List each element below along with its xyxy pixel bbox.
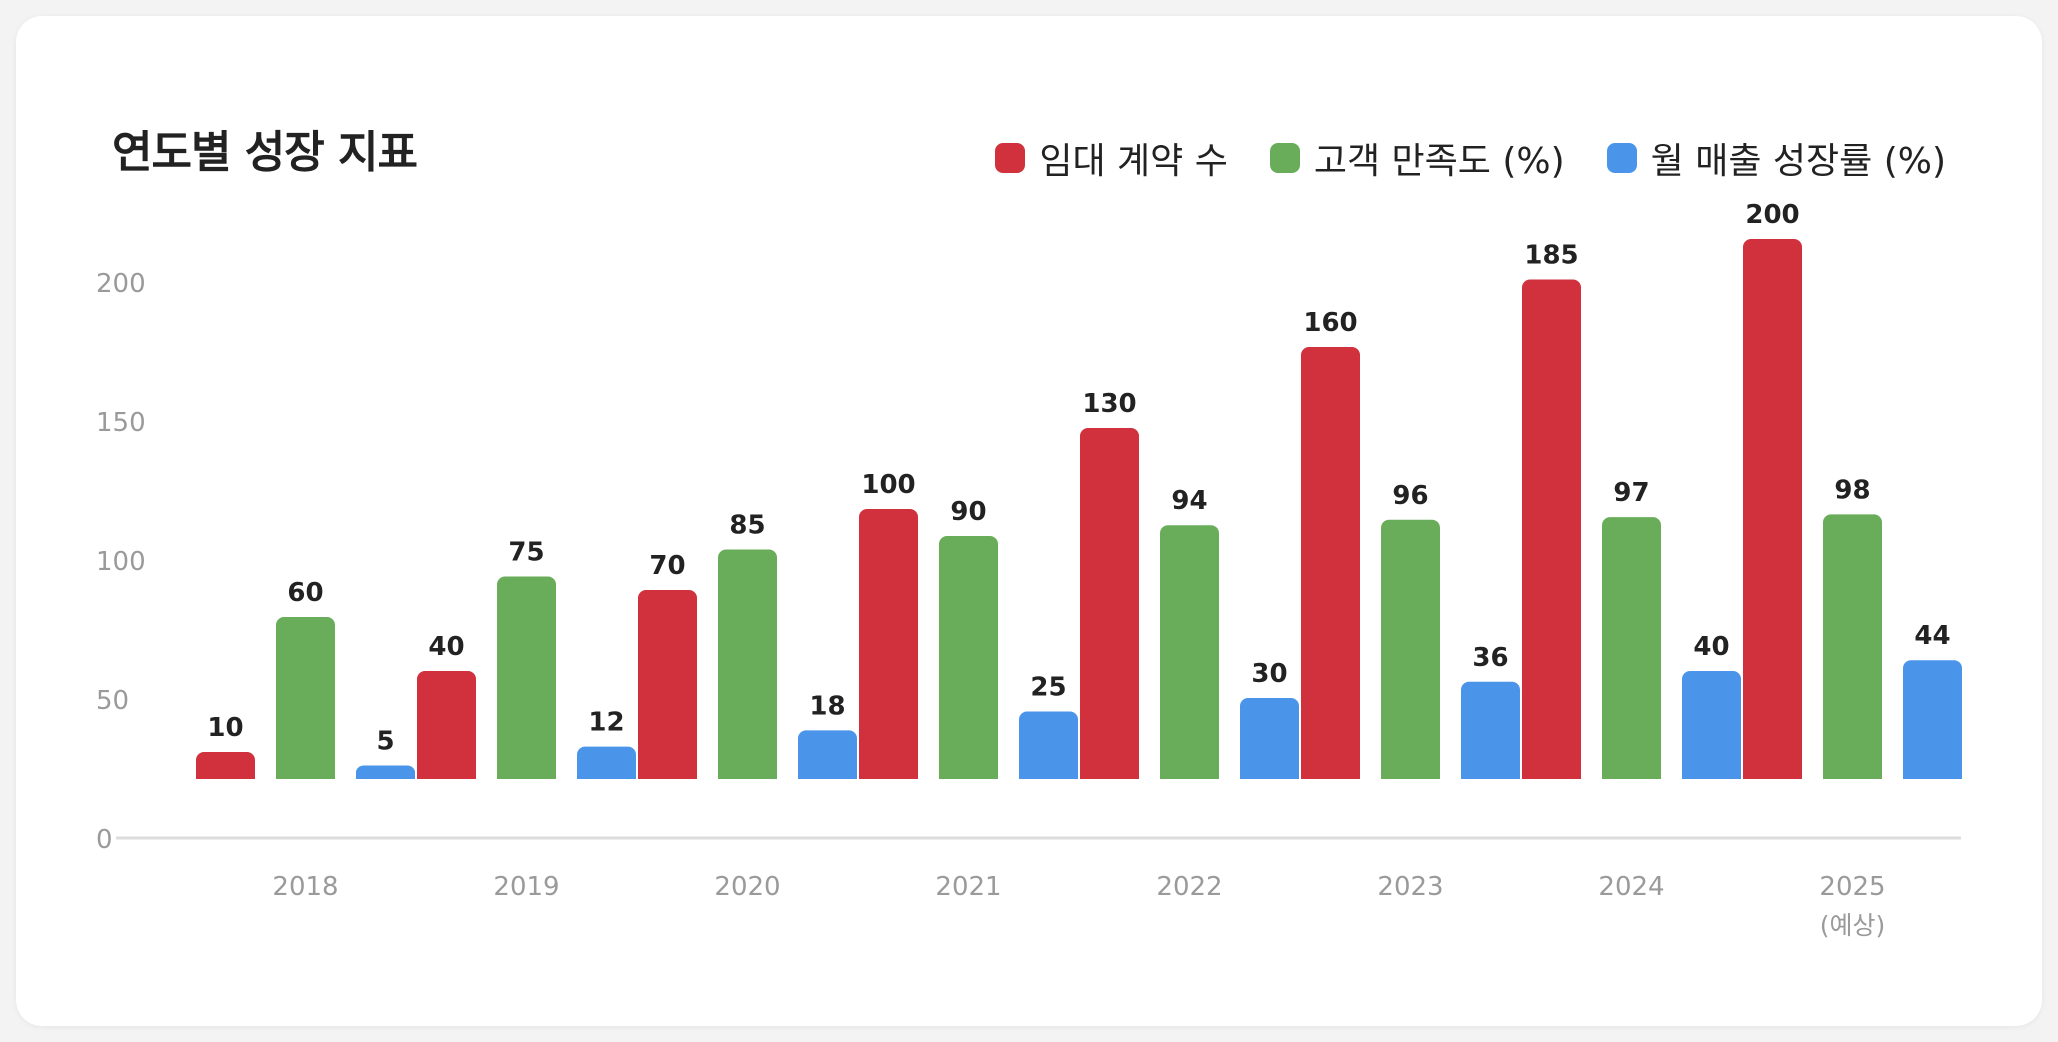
legend-swatch-contracts (995, 143, 1026, 173)
bar-satisfaction-base (1381, 771, 1440, 779)
legend-item-contracts[interactable]: 임대 계약 수 (995, 132, 1228, 184)
bar-contracts-base (1743, 771, 1802, 779)
bar-contracts (1080, 428, 1139, 779)
bar-revenue-growth (1903, 660, 1962, 779)
bar-revenue-growth (1682, 671, 1741, 779)
data-label: 40 (428, 632, 464, 662)
legend-swatch-satisfaction (1269, 143, 1300, 173)
bar-revenue-growth (1461, 681, 1520, 779)
data-label: 97 (1613, 478, 1649, 508)
data-label: 96 (1392, 481, 1428, 511)
legend-label-contracts: 임대 계약 수 (1039, 141, 1228, 182)
bar-contracts (859, 509, 918, 779)
data-label: 185 (1524, 241, 1578, 271)
data-label: 44 (1914, 621, 1950, 651)
bar-satisfaction (1381, 519, 1440, 779)
x-tick-label: 2025 (1819, 872, 1885, 902)
bar-revenue-growth (798, 730, 857, 779)
legend-swatch-revenue-growth (1606, 143, 1637, 173)
bar-revenue-growth-base (1240, 771, 1299, 779)
bar-satisfaction (1823, 514, 1882, 779)
data-label: 130 (1082, 389, 1136, 419)
bar-contracts (638, 590, 697, 779)
data-label: 90 (950, 497, 986, 527)
bar-satisfaction-base (1160, 771, 1219, 779)
data-label: 36 (1472, 643, 1508, 673)
bar-contracts-base (638, 771, 697, 779)
data-label: 75 (508, 538, 544, 568)
bar-satisfaction (1160, 525, 1219, 779)
legend: 임대 계약 수 고객 만족도 (%) 월 매출 성장률 (%) (995, 132, 1946, 184)
bar-revenue-growth-base (356, 771, 415, 779)
x-tick-label: 2022 (1156, 872, 1222, 902)
data-label: 100 (861, 470, 915, 500)
bar-revenue-growth (577, 746, 636, 779)
data-label: 70 (649, 551, 685, 581)
data-label: 98 (1834, 475, 1870, 505)
data-label: 94 (1171, 486, 1207, 516)
legend-item-revenue-growth[interactable]: 월 매출 성장률 (%) (1606, 132, 1946, 184)
data-label: 30 (1251, 659, 1287, 689)
data-label: 40 (1693, 632, 1729, 662)
bar-contracts (1522, 279, 1581, 779)
bar-contracts-base (1301, 771, 1360, 779)
chart-title: 연도별 성장 지표 (112, 127, 418, 178)
bar-satisfaction-base (497, 771, 556, 779)
x-tick-label: 2020 (714, 872, 780, 902)
x-tick-label: 2024 (1598, 872, 1664, 902)
data-label: 60 (287, 578, 323, 608)
y-tick-label: 50 (96, 686, 129, 716)
x-tick-label: 2018 (272, 872, 338, 902)
bar-contracts (1743, 239, 1802, 779)
bar-contracts (1301, 347, 1360, 779)
bar-contracts-base (1522, 771, 1581, 779)
bar-revenue-growth (1240, 698, 1299, 779)
bar-satisfaction-base (718, 771, 777, 779)
bar-contracts-base (417, 771, 476, 779)
data-label: 25 (1030, 673, 1066, 703)
x-tick-label: 2019 (493, 872, 559, 902)
bar-contracts-base (196, 771, 255, 779)
chart-card: 연도별 성장 지표 임대 계약 수 고객 만족도 (%) 월 매출 성장률 (%… (16, 16, 2042, 1026)
bar-revenue-growth-base (1461, 771, 1520, 779)
legend-item-satisfaction[interactable]: 고객 만족도 (%) (1269, 132, 1565, 184)
bar-contracts-base (1080, 771, 1139, 779)
bar-satisfaction (276, 617, 335, 779)
bar-revenue-growth-base (1903, 771, 1962, 779)
bar-satisfaction-base (1602, 771, 1661, 779)
data-label: 12 (588, 708, 624, 738)
data-label: 10 (207, 713, 243, 743)
bar-revenue-growth-base (577, 771, 636, 779)
y-tick-label: 150 (96, 408, 146, 438)
data-label: 18 (809, 691, 845, 721)
bar-contracts-base (859, 771, 918, 779)
bar-revenue-growth-base (1019, 771, 1078, 779)
bar-satisfaction (718, 549, 777, 779)
y-tick-label: 200 (96, 269, 146, 299)
x-tick-label: 2021 (935, 872, 1001, 902)
bar-satisfaction-base (276, 771, 335, 779)
bar-contracts (417, 671, 476, 779)
data-label: 200 (1745, 200, 1799, 230)
bar-revenue-growth (1019, 711, 1078, 779)
bar-satisfaction-base (939, 771, 998, 779)
bar-satisfaction (1602, 517, 1661, 779)
x-tick-sublabel: (예상) (1820, 911, 1886, 940)
data-label: 85 (729, 511, 765, 541)
legend-label-revenue-growth: 월 매출 성장률 (%) (1650, 141, 1946, 182)
bar-satisfaction (939, 536, 998, 779)
x-tick-label: 2023 (1377, 872, 1443, 902)
legend-label-satisfaction: 고객 만족도 (%) (1313, 141, 1565, 182)
bar-satisfaction-base (1823, 771, 1882, 779)
bar-satisfaction (497, 576, 556, 779)
data-label: 5 (376, 727, 394, 757)
y-tick-label: 0 (96, 825, 113, 855)
bar-revenue-growth-base (798, 771, 857, 779)
bar-revenue-growth-base (1682, 771, 1741, 779)
data-label: 160 (1303, 308, 1357, 338)
y-tick-label: 100 (96, 547, 146, 577)
